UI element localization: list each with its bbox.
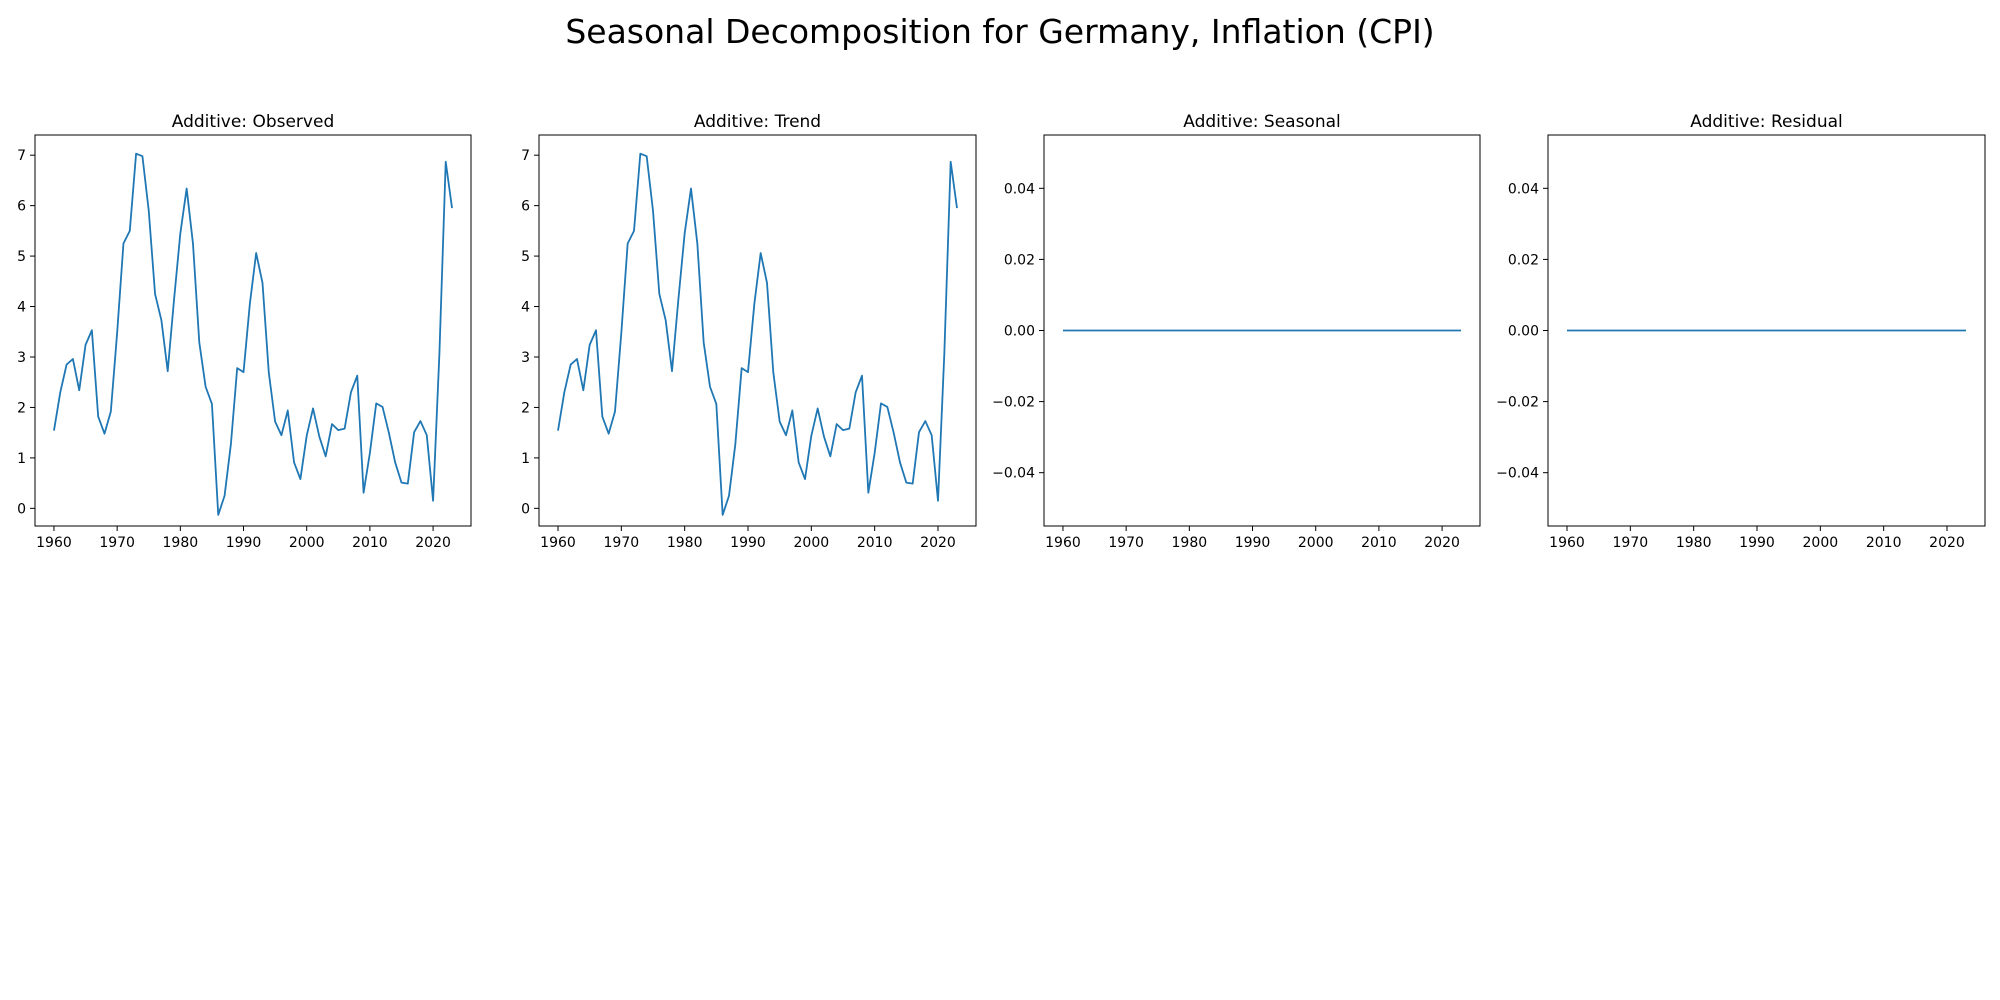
y-tick-label-observed-2: 2 — [17, 400, 26, 416]
panel-title-observed: Additive: Observed — [172, 112, 334, 132]
panel-title-trend: Additive: Trend — [694, 112, 821, 132]
x-tick-label-observed-1980: 1980 — [163, 535, 199, 551]
axes-frame-observed — [34, 134, 472, 527]
x-tick-label-trend-2020: 2020 — [920, 535, 956, 551]
x-tick-label-trend-2000: 2000 — [794, 535, 830, 551]
y-tick-label-seasonal-0: 0.04 — [1004, 181, 1035, 197]
x-tick-label-observed-2000: 2000 — [289, 535, 325, 551]
x-tick-label-observed-2010: 2010 — [352, 535, 388, 551]
x-tick-label-observed-1960: 1960 — [36, 535, 72, 551]
y-tick-label-seasonal-3: −0.02 — [992, 395, 1035, 411]
x-tick-label-seasonal-2000: 2000 — [1298, 535, 1334, 551]
x-tick-label-trend-2010: 2010 — [857, 535, 893, 551]
y-tick-label-residual-0: 0.04 — [1508, 181, 1539, 197]
x-tick-label-trend-1990: 1990 — [730, 535, 766, 551]
y-tick-label-observed-1: 1 — [17, 451, 26, 467]
x-tick-label-seasonal-1980: 1980 — [1172, 535, 1208, 551]
y-tick-label-trend-3: 3 — [521, 350, 530, 366]
y-tick-label-observed-4: 4 — [17, 300, 26, 316]
panel-trend: Additive: Trend 1960 1970 1980 1990 2000 2010 2… — [521, 112, 977, 551]
y-tick-label-seasonal-1: 0.02 — [1004, 252, 1035, 268]
series-line-trend — [557, 152, 958, 516]
panel-seasonal: Additive: Seasonal 1960 1970 1980 1990 2000 20… — [992, 112, 1481, 551]
y-tick-label-trend-7: 7 — [521, 148, 530, 164]
x-tick-label-seasonal-1960: 1960 — [1045, 535, 1081, 551]
y-tick-label-residual-2: 0.00 — [1508, 324, 1539, 340]
y-tick-label-trend-5: 5 — [521, 249, 530, 265]
axes-frame-residual — [1547, 134, 1986, 527]
y-tick-label-observed-5: 5 — [17, 249, 26, 265]
x-tick-label-residual-1960: 1960 — [1549, 535, 1585, 551]
x-tick-label-observed-2020: 2020 — [415, 535, 451, 551]
y-tick-label-trend-0: 0 — [521, 501, 530, 517]
panel-title-seasonal: Additive: Seasonal — [1183, 112, 1341, 132]
series-line-observed — [53, 152, 453, 516]
y-tick-label-trend-2: 2 — [521, 400, 530, 416]
axes-frame-trend — [538, 134, 977, 527]
y-tick-label-trend-1: 1 — [521, 451, 530, 467]
x-tick-label-seasonal-2010: 2010 — [1361, 535, 1397, 551]
y-tick-label-observed-7: 7 — [17, 148, 26, 164]
panel-title-residual: Additive: Residual — [1690, 112, 1842, 132]
y-tick-label-observed-0: 0 — [17, 501, 26, 517]
axes-frame-seasonal — [1043, 134, 1481, 527]
y-tick-label-seasonal-2: 0.00 — [1004, 324, 1035, 340]
x-tick-label-residual-1970: 1970 — [1613, 535, 1649, 551]
x-tick-label-residual-2020: 2020 — [1929, 535, 1965, 551]
x-tick-label-residual-2010: 2010 — [1866, 535, 1902, 551]
x-tick-label-observed-1970: 1970 — [99, 535, 135, 551]
x-tick-label-trend-1970: 1970 — [604, 535, 640, 551]
figure-title: Seasonal Decomposition for Germany, Infl… — [565, 12, 1435, 51]
y-tick-label-residual-4: −0.04 — [1496, 466, 1539, 482]
x-tick-label-trend-1980: 1980 — [667, 535, 703, 551]
x-tick-label-trend-1960: 1960 — [540, 535, 576, 551]
y-tick-label-trend-6: 6 — [521, 199, 530, 215]
x-tick-label-residual-1990: 1990 — [1739, 535, 1775, 551]
x-tick-label-residual-2000: 2000 — [1803, 535, 1839, 551]
y-tick-label-trend-4: 4 — [521, 300, 530, 316]
y-tick-label-seasonal-4: −0.04 — [992, 466, 1035, 482]
y-tick-label-observed-3: 3 — [17, 350, 26, 366]
panel-residual: Additive: Residual 1960 1970 1980 1990 2000 20… — [1496, 112, 1986, 551]
x-tick-label-seasonal-2020: 2020 — [1424, 535, 1460, 551]
y-tick-label-observed-6: 6 — [17, 199, 26, 215]
x-tick-label-seasonal-1970: 1970 — [1108, 535, 1144, 551]
x-tick-label-seasonal-1990: 1990 — [1235, 535, 1271, 551]
y-tick-label-residual-3: −0.02 — [1496, 395, 1539, 411]
y-tick-label-residual-1: 0.02 — [1508, 252, 1539, 268]
x-tick-label-observed-1990: 1990 — [226, 535, 262, 551]
x-tick-label-residual-1980: 1980 — [1676, 535, 1712, 551]
